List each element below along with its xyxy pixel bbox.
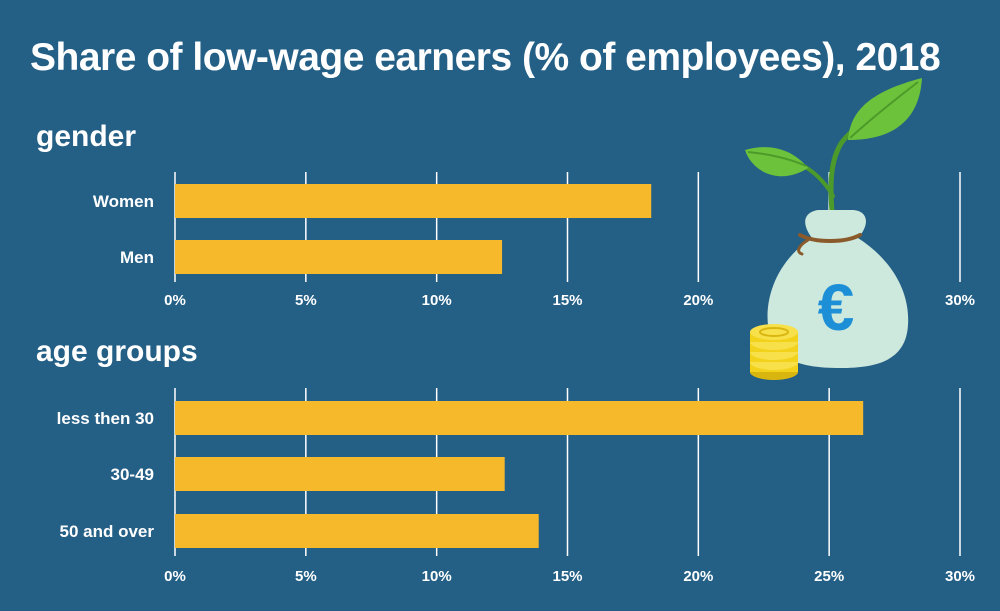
bar xyxy=(175,457,505,491)
tick-label: 20% xyxy=(683,568,713,585)
tick-label: 5% xyxy=(295,568,317,585)
euro-sign-icon: € xyxy=(818,270,855,344)
section-title-gender: gender xyxy=(36,120,137,153)
tick-label: 15% xyxy=(552,568,582,585)
tick-label: 0% xyxy=(164,568,186,585)
tick-label: 30% xyxy=(945,292,975,309)
tick-label: 15% xyxy=(552,292,582,309)
category-label: 50 and over xyxy=(60,522,155,541)
category-label: 30-49 xyxy=(111,465,154,484)
tick-label: 20% xyxy=(683,292,713,309)
chart-1: 0% 5% 10% 15% 20% 25% 30% less then 30 30-49 50 a… xyxy=(57,388,975,585)
bar xyxy=(175,401,864,435)
bar xyxy=(175,184,652,218)
bar xyxy=(175,240,503,274)
chart-title: Share of low-wage earners (% of employee… xyxy=(30,36,941,79)
plant-sprout-icon xyxy=(745,78,922,215)
section-title-age-groups: age groups xyxy=(36,335,198,368)
tick-label: 5% xyxy=(295,292,317,309)
tick-label: 10% xyxy=(422,292,452,309)
tick-label: 10% xyxy=(422,568,452,585)
svg-text:€: € xyxy=(818,270,855,344)
tick-label: 30% xyxy=(945,568,975,585)
tick-label: 0% xyxy=(164,292,186,309)
tick-label: 25% xyxy=(814,568,844,585)
category-label: less then 30 xyxy=(57,409,154,428)
money-bag-icon xyxy=(767,210,909,368)
category-label: Women xyxy=(93,192,154,211)
category-label: Men xyxy=(120,248,154,267)
coin-stack-icon xyxy=(750,324,798,380)
bar xyxy=(175,514,539,548)
